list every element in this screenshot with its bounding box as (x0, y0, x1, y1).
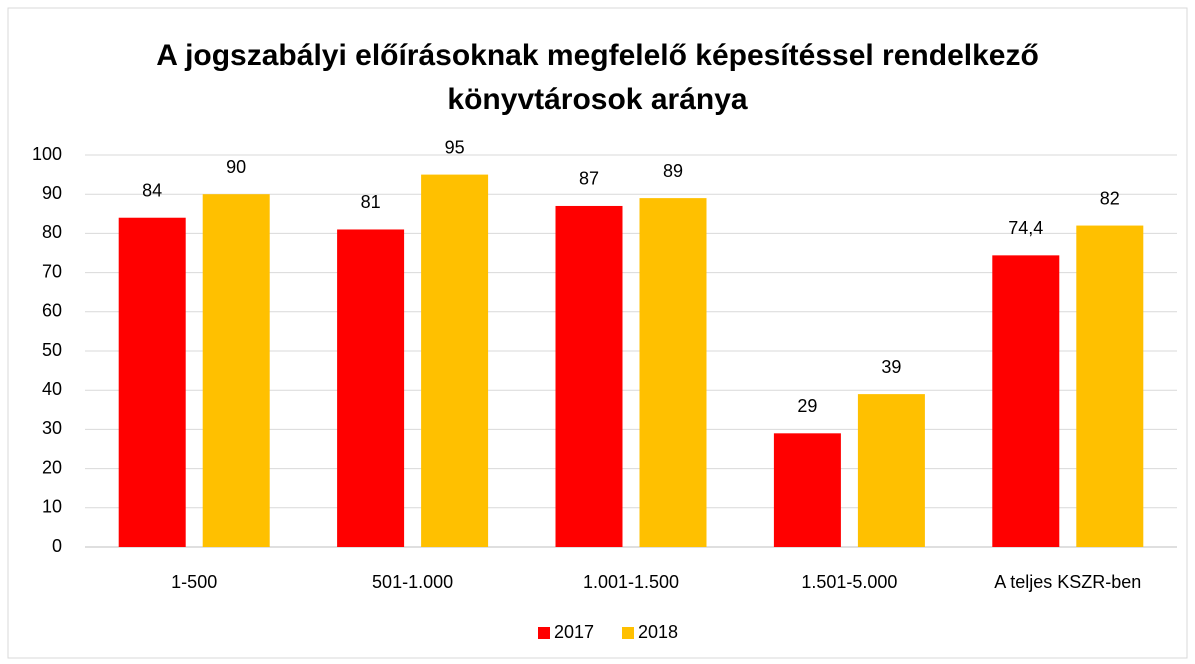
bar (639, 198, 707, 547)
bar (337, 229, 405, 548)
data-label: 82 (1100, 188, 1120, 208)
x-tick-label: A teljes KSZR-ben (994, 572, 1141, 592)
bar (857, 394, 925, 547)
bar (1076, 225, 1144, 547)
x-tick-label: 1.501-5.000 (801, 572, 897, 592)
bar (555, 205, 623, 547)
data-label: 84 (142, 180, 162, 200)
y-tick-label: 70 (42, 261, 62, 281)
data-label: 90 (226, 157, 246, 177)
data-label: 95 (445, 137, 465, 157)
legend-label: 2018 (638, 622, 678, 642)
data-label: 87 (579, 169, 599, 189)
bar (421, 174, 489, 547)
y-tick-label: 40 (42, 379, 62, 399)
y-tick-label: 30 (42, 418, 62, 438)
x-tick-label: 501-1.000 (372, 572, 453, 592)
x-tick-label: 1.001-1.500 (583, 572, 679, 592)
chart-title: A jogszabályi előírásoknak megfelelő kép… (156, 39, 1039, 116)
data-label: 81 (361, 192, 381, 212)
bar (202, 194, 270, 547)
bar (992, 255, 1060, 548)
data-label: 74,4 (1008, 218, 1043, 238)
data-label: 39 (881, 357, 901, 377)
legend-label: 2017 (554, 622, 594, 642)
y-tick-label: 0 (52, 536, 62, 556)
data-label: 29 (797, 396, 817, 416)
y-tick-label: 50 (42, 340, 62, 360)
y-tick-label: 10 (42, 497, 62, 517)
x-tick-label: 1-500 (171, 572, 217, 592)
y-tick-label: 80 (42, 222, 62, 242)
legend-swatch (622, 627, 634, 639)
bar (773, 433, 841, 547)
y-tick-label: 60 (42, 301, 62, 321)
bar (118, 217, 186, 547)
y-tick-label: 20 (42, 457, 62, 477)
data-label: 89 (663, 161, 683, 181)
y-tick-label: 90 (42, 183, 62, 203)
y-tick-label: 100 (32, 144, 62, 164)
legend-swatch (538, 627, 550, 639)
